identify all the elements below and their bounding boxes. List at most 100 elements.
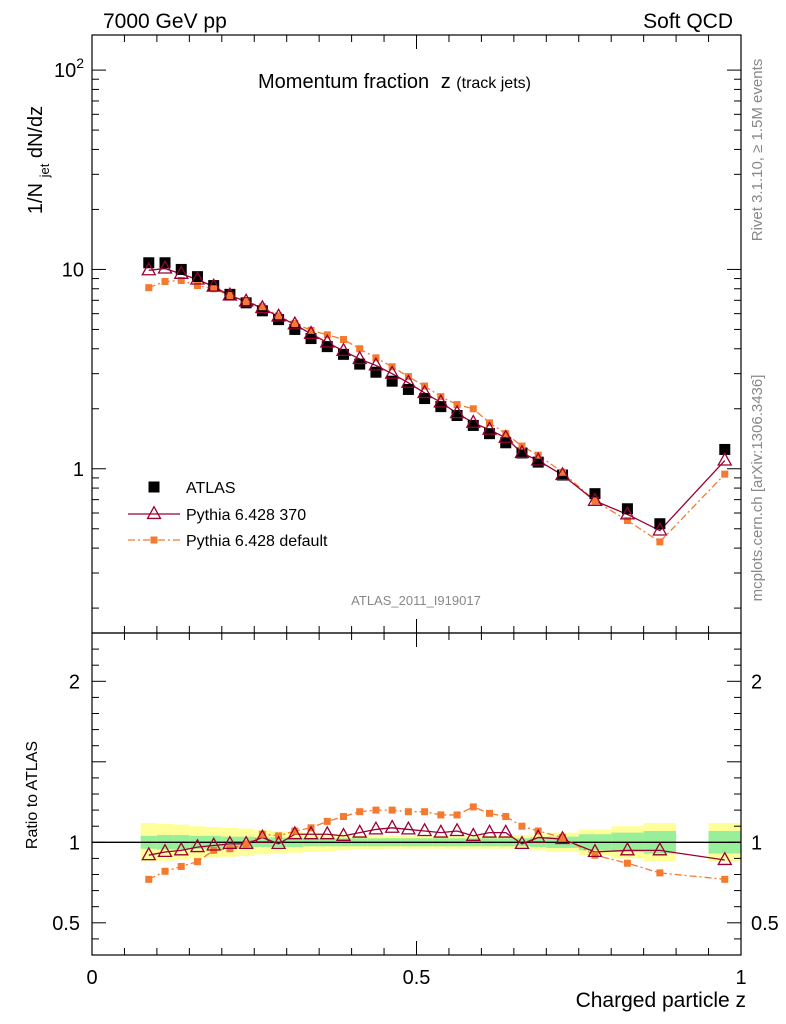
- ratio-default-point: [291, 827, 299, 835]
- p370-point: [384, 365, 400, 379]
- p370-point: [530, 451, 546, 466]
- p370-point: [189, 270, 206, 285]
- default-point: [258, 303, 266, 311]
- default-point: [161, 277, 169, 285]
- ratio-p370-point: [141, 846, 157, 861]
- ratio-default-point: [177, 862, 185, 870]
- ratio-p370-point: [352, 824, 368, 838]
- p370-point: [433, 393, 449, 408]
- p370-point: [449, 404, 465, 419]
- legend-label: Pythia 6.428 default: [186, 533, 328, 550]
- ratio-p370-point: [530, 828, 546, 843]
- ratio-default-point: [161, 867, 169, 875]
- atlas-point: [386, 375, 398, 387]
- ratio-p370-point: [587, 843, 603, 858]
- p370-point: [222, 286, 238, 301]
- p370-point: [554, 466, 571, 481]
- legend-atlas-marker: [148, 481, 160, 493]
- chart-title-sub: (track jets): [456, 75, 531, 92]
- ratio-p370-point: [173, 841, 189, 856]
- p370-point: [368, 356, 384, 371]
- atlas-point: [719, 443, 731, 455]
- main-y-tick-label: 102: [54, 55, 84, 82]
- mcplots-reference: mcplots.cern.ch [arXiv:1306.3436]: [749, 375, 766, 602]
- default-point: [437, 393, 445, 401]
- ratio-default-point: [421, 808, 429, 816]
- default-point: [210, 285, 218, 293]
- default-point: [339, 336, 347, 344]
- ratio-p370-point: [303, 825, 319, 840]
- ratio-default-point: [437, 811, 445, 819]
- p370-point: [619, 505, 636, 520]
- ratio-default-point: [486, 809, 494, 817]
- atlas-point: [467, 419, 479, 431]
- p370-point: [270, 307, 287, 322]
- legend-label: ATLAS: [186, 480, 236, 497]
- p370-point: [481, 421, 498, 435]
- axes-layer: 1 10 102 0 0.5 1 0.5 0.5 1 1 2 2: [52, 34, 779, 989]
- y-axis-label-sub: jet: [37, 163, 52, 178]
- atlas-point: [402, 383, 414, 395]
- rivet-version: Rivet 3.1.10, ≥ 1.5M events: [749, 59, 766, 242]
- atlas-point: [273, 314, 285, 326]
- ratio-p370-point: [368, 820, 384, 835]
- default-point: [145, 284, 153, 292]
- p370-point: [254, 299, 270, 314]
- ratio-p370-point: [400, 820, 416, 835]
- ratio-p370-point: [433, 824, 449, 838]
- p370-point: [498, 429, 514, 443]
- ratio-default-point: [193, 858, 201, 866]
- p370-point: [652, 521, 668, 536]
- ratio-p370-point: [619, 841, 636, 856]
- default-point: [502, 430, 510, 438]
- default-point: [291, 320, 299, 328]
- ratio-default-point: [372, 806, 380, 814]
- p370-point: [352, 350, 368, 365]
- ratio-default-point: [502, 813, 510, 821]
- x-tick-label: 0.5: [403, 967, 431, 989]
- ratio-p370-point: [222, 835, 238, 850]
- p370-point: [465, 414, 481, 428]
- ratio-p370-point: [465, 827, 481, 841]
- ratio-y-tick-label-right: 0.5: [751, 913, 779, 935]
- default-point: [226, 292, 234, 300]
- default-point: [591, 497, 599, 505]
- ratio-p370-point: [254, 828, 270, 843]
- y-axis-label-rest: dN/dz: [25, 106, 47, 158]
- legend-label: Pythia 6.428 370: [186, 507, 306, 524]
- chart-title-text: Momentum fraction: [258, 71, 429, 93]
- atlas-point: [337, 348, 349, 360]
- p370-point: [417, 384, 433, 399]
- y-axis-label: 1/N jet dN/dz: [25, 106, 54, 214]
- ratio-p370-point: [335, 827, 352, 841]
- ratio-p370-point: [287, 825, 303, 840]
- p370-point: [514, 444, 530, 459]
- default-point: [534, 451, 542, 459]
- main-series-layer: [141, 257, 733, 546]
- default-point: [177, 277, 185, 285]
- ratio-p370-point: [554, 830, 571, 845]
- header-process: Soft QCD: [643, 10, 733, 33]
- atlas-point: [516, 447, 528, 459]
- ratio-p370-point: [319, 825, 335, 840]
- ratio-p370-point: [206, 836, 222, 851]
- ratio-y-tick-label: 1: [69, 832, 80, 854]
- legend: ATLAS Pythia 6.428 370 Pythia 6.428 defaul…: [128, 480, 328, 550]
- ratio-p370-point: [417, 822, 433, 837]
- p370-point: [206, 278, 222, 292]
- header-energy: 7000 GeV pp: [103, 10, 227, 33]
- ratio-series-layer: [141, 803, 733, 883]
- p370-point: [400, 374, 416, 388]
- atlas-point: [419, 393, 431, 405]
- main-y-tick-label: 10: [62, 259, 84, 281]
- default-point: [275, 312, 283, 320]
- x-axis-label: Charged particle z: [576, 989, 746, 1012]
- legend-p370-marker: [146, 505, 162, 520]
- ratio-default-point: [404, 808, 412, 816]
- ratio-y-axis-label: Ratio to ATLAS: [24, 741, 41, 849]
- ratio-y-tick-label: 2: [69, 671, 80, 693]
- ratio-default-point: [656, 869, 664, 877]
- ratio-p370-point: [189, 838, 206, 853]
- default-point: [721, 470, 729, 478]
